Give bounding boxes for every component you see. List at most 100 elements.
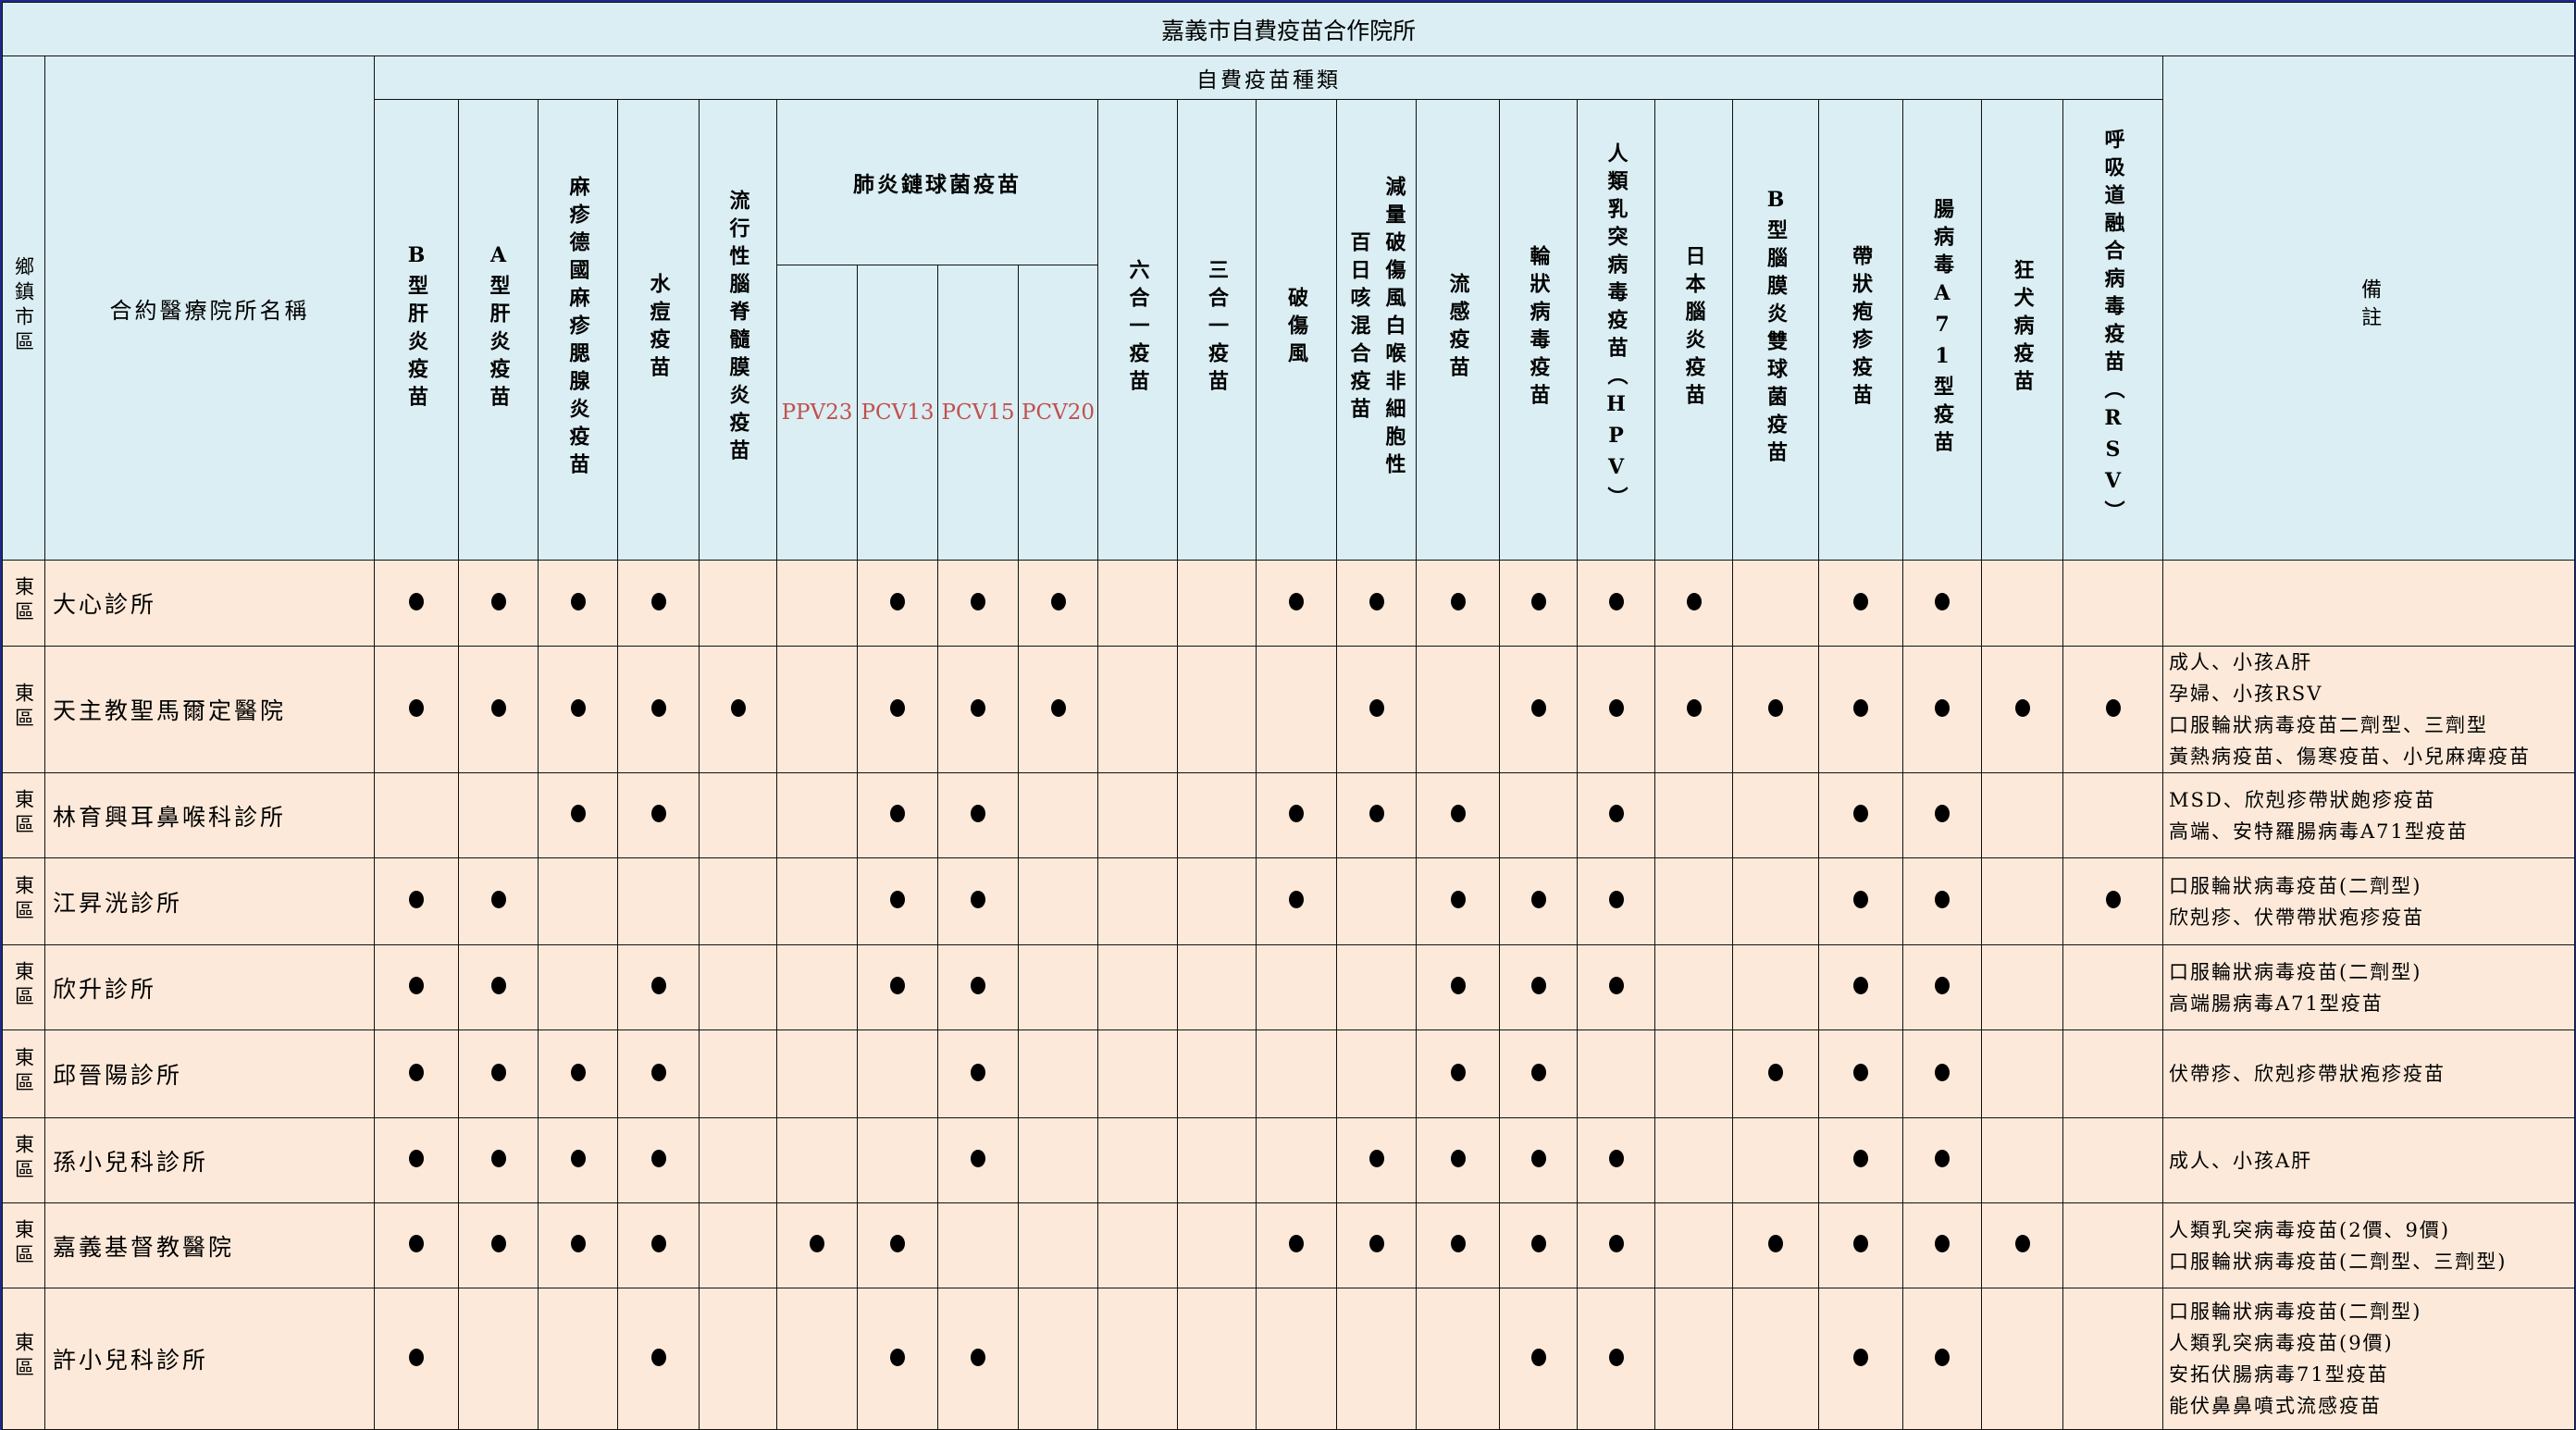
vaccine-header-line: 麻疹德國麻疹腮腺炎疫苗 (565, 175, 590, 481)
vaccine-header-label: 六合一疫苗 (1121, 259, 1156, 398)
vaccine-availability-cell (458, 646, 539, 773)
remark-line: 口服輪狀病毒疫苗(二劑型) (2169, 1301, 2422, 1323)
vaccine-availability-cell (699, 1029, 777, 1118)
available-dot-icon (2014, 1235, 2030, 1252)
remark-line: 成人、小孩A肝 (2169, 1149, 2313, 1172)
available-dot-icon (1450, 1063, 1466, 1081)
clinic-name: 嘉義基督教醫院 (44, 1202, 375, 1288)
vaccine-availability-cell (776, 944, 858, 1030)
vaccine-availability-cell (937, 560, 1019, 647)
available-dot-icon (490, 1063, 506, 1081)
vaccine-availability-cell (538, 646, 618, 773)
available-dot-icon (1608, 592, 1624, 610)
available-dot-icon (890, 1235, 905, 1252)
available-dot-icon (570, 1150, 586, 1167)
available-dot-icon (1530, 698, 1546, 717)
vaccine-availability-cell (617, 1202, 700, 1288)
remark-line: 口服輪狀病毒疫苗二劑型、三劑型 (2169, 714, 2488, 736)
available-dot-icon (890, 891, 905, 908)
vaccine-header-line: 帶狀疱疹疫苗 (1849, 244, 1873, 412)
vaccine-availability-cell (458, 944, 539, 1030)
vaccine-header-label: 狂犬病疫苗 (2005, 259, 2040, 398)
district-label: 東區 (12, 874, 35, 925)
available-dot-icon (890, 1348, 905, 1366)
vaccine-availability-cell (937, 857, 1019, 945)
vaccine-availability-cell (937, 1288, 1019, 1430)
vaccine-availability-cell (1018, 944, 1098, 1030)
clinic-name: 欣升診所 (44, 944, 375, 1030)
clinic-name: 許小兒科診所 (44, 1288, 375, 1430)
available-dot-icon (650, 977, 666, 994)
clinic-name: 孫小兒科診所 (44, 1117, 375, 1203)
remark-line: 高端、安特羅腸病毒A71型疫苗 (2169, 820, 2469, 843)
vaccine-availability-cell (538, 1117, 618, 1203)
vaccine-availability-cell (1416, 646, 1500, 773)
remark-line: 口服輪狀病毒疫苗(二劑型) (2169, 960, 2422, 983)
remarks-cell: 口服輪狀病毒疫苗(二劑型) 欣剋疹、伏帶帶狀疱疹疫苗 (2161, 857, 2576, 945)
vaccine-availability-cell (1499, 857, 1578, 945)
available-dot-icon (650, 1063, 666, 1081)
available-dot-icon (490, 592, 506, 610)
available-dot-icon (409, 1348, 424, 1366)
district-label: 東區 (12, 1332, 35, 1382)
vaccine-availability-cell (857, 772, 938, 858)
available-dot-icon (1935, 977, 1950, 994)
vaccine-availability-cell (1018, 1288, 1098, 1430)
vaccine-header: 日本腦炎疫苗 (1654, 99, 1733, 561)
available-dot-icon (1530, 977, 1546, 994)
vaccine-availability-cell (1256, 772, 1337, 858)
vaccine-availability-cell (1336, 646, 1417, 773)
vaccine-header: 狂犬病疫苗 (1981, 99, 2063, 561)
available-dot-icon (650, 1348, 666, 1366)
vaccine-availability-cell (1499, 1029, 1578, 1118)
district-label: 東區 (12, 1133, 35, 1184)
vaccine-availability-cell (1577, 944, 1655, 1030)
clinic-row: 東區 許小兒科診所 口服輪狀病毒疫苗(二劑型) 人類乳突病毒疫苗(9價) 安拓伏腸病毒7… (2, 1288, 2576, 1430)
available-dot-icon (1608, 977, 1624, 994)
vaccine-availability-cell (458, 857, 539, 945)
available-dot-icon (570, 592, 586, 610)
available-dot-icon (650, 1150, 666, 1167)
district-cell: 東區 (2, 1202, 45, 1288)
title-row: 嘉義市自費疫苗合作院所 (1, 2, 2576, 56)
available-dot-icon (1853, 1150, 1868, 1167)
vaccine-availability-cell (937, 772, 1019, 858)
available-dot-icon (1050, 592, 1066, 610)
vaccine-availability-cell (1336, 1117, 1417, 1203)
vaccine-availability-cell (374, 1202, 459, 1288)
vaccine-availability-cell (1818, 857, 1903, 945)
available-dot-icon (1450, 592, 1466, 610)
vaccine-availability-cell (1416, 772, 1500, 858)
vaccine-availability-cell (1256, 944, 1337, 1030)
vaccine-availability-cell (1902, 560, 1982, 647)
vaccine-availability-cell (1902, 1029, 1982, 1118)
vaccine-availability-cell (1018, 857, 1098, 945)
vaccine-availability-cell (776, 1029, 858, 1118)
header-row: 鄉鎮市區 合約醫療院所名稱 自費疫苗種類 備註 (2, 55, 2576, 561)
district-cell: 東區 (2, 646, 45, 773)
vaccine-availability-cell (776, 646, 858, 773)
vaccine-availability-cell (776, 772, 858, 858)
vaccine-availability-cell (458, 772, 539, 858)
available-dot-icon (1853, 1063, 1868, 1081)
vaccine-availability-cell (1416, 1202, 1500, 1288)
vaccine-availability-cell (776, 857, 858, 945)
vaccine-availability-cell (1981, 1029, 2063, 1118)
vaccine-availability-cell (1018, 646, 1098, 773)
remark-line: MSD、欣剋疹帶狀皰疹疫苗 (2169, 788, 2436, 811)
vaccine-header-line: 三合一疫苗 (1205, 258, 1229, 398)
available-dot-icon (1368, 1235, 1384, 1252)
vaccine-availability-cell (458, 1029, 539, 1118)
vaccine-header-line: 水痘疫苗 (646, 272, 671, 384)
remarks-header-label: 備註 (2358, 278, 2382, 334)
vaccine-header-label: B型肝炎疫苗 (399, 243, 434, 413)
available-dot-icon (1935, 1150, 1950, 1167)
vaccine-header-line: 百日咳混合疫苗 (1346, 230, 1371, 425)
vaccine-availability-cell (538, 560, 618, 647)
available-dot-icon (890, 805, 905, 822)
vaccine-availability-cell (538, 857, 618, 945)
available-dot-icon (1853, 977, 1868, 994)
available-dot-icon (1530, 1235, 1546, 1252)
vaccine-availability-cell (1256, 1029, 1337, 1118)
